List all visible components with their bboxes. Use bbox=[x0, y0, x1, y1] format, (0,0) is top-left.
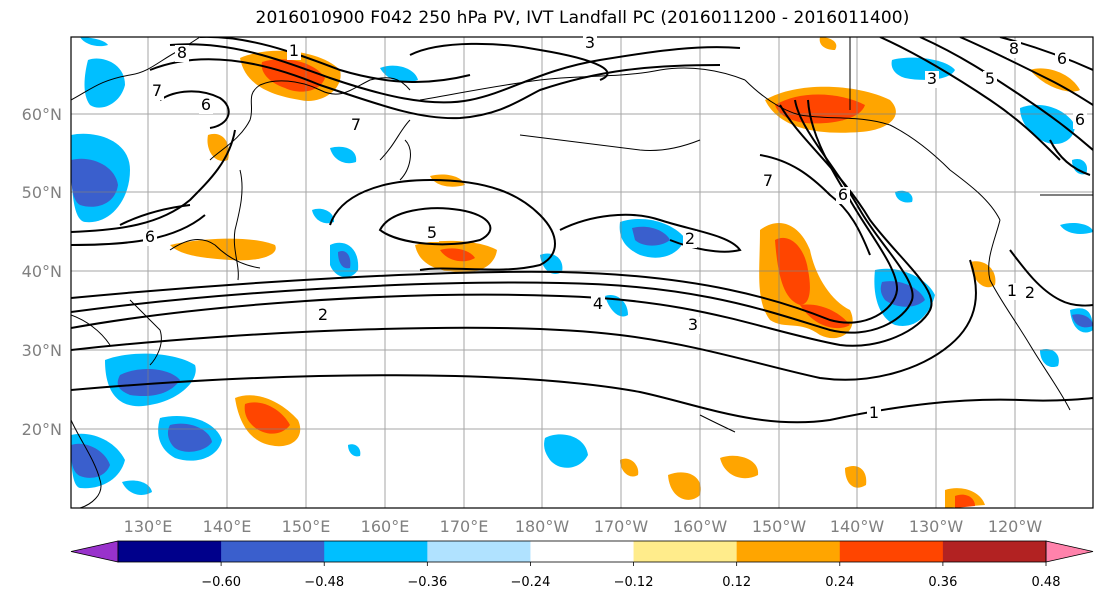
contour-label-halo bbox=[591, 296, 605, 313]
positive-anomaly-fills bbox=[170, 37, 1080, 508]
longitude-labels: 130°E 140°E 150°E 160°E 170°E 180°W 170°W 160°W… bbox=[124, 517, 1043, 536]
longitude-label: 160°E bbox=[361, 517, 410, 536]
longitude-label: 130°E bbox=[124, 517, 173, 536]
contour-label-halo bbox=[761, 173, 775, 190]
latitude-labels: 60°N 50°N 40°N 30°N 20°N bbox=[22, 105, 62, 439]
contour-label-halo bbox=[1073, 112, 1087, 129]
contour-label-halo bbox=[199, 97, 213, 114]
contour-label: 6 bbox=[201, 95, 211, 114]
longitude-label: 170°E bbox=[440, 517, 489, 536]
contour-label-halo bbox=[175, 45, 189, 62]
negative-anomaly-fills bbox=[71, 37, 1093, 495]
longitude-label: 150°E bbox=[282, 517, 331, 536]
colorbar-tick-label: −0.12 bbox=[614, 575, 654, 590]
contour-label: 2 bbox=[318, 305, 328, 324]
colorbar-segment bbox=[633, 541, 738, 562]
contour-label-halo bbox=[287, 43, 301, 60]
colorbar-tick-label: 0.24 bbox=[825, 575, 854, 590]
colorbar-extend-low bbox=[70, 540, 119, 563]
colorbar-segment bbox=[530, 541, 635, 562]
colorbar-tick-label: −0.48 bbox=[304, 575, 344, 590]
map-frame bbox=[70, 36, 1094, 509]
longitude-label: 120°W bbox=[988, 517, 1043, 536]
contour-label-halo bbox=[1007, 41, 1021, 58]
contour-label: 3 bbox=[927, 69, 937, 88]
contour-label: 5 bbox=[985, 69, 995, 88]
longitude-label: 160°W bbox=[673, 517, 728, 536]
contour-label-halo bbox=[143, 229, 157, 246]
contour-label-halo bbox=[925, 71, 939, 88]
colorbar-tick-label: −0.36 bbox=[407, 575, 447, 590]
colorbar-segment bbox=[118, 541, 222, 562]
colorbar-segment bbox=[839, 541, 944, 562]
contour-label-halo bbox=[1023, 285, 1037, 302]
colorbar-tick-labels: −0.60 −0.48 −0.36 −0.24 −0.12 0.12 0.24 0.36 0.4… bbox=[201, 562, 1061, 590]
colorbar-tick-label: −0.24 bbox=[511, 575, 551, 590]
latitude-label: 60°N bbox=[22, 105, 62, 124]
contour-label-halo bbox=[1005, 283, 1019, 300]
contour-label: 1 bbox=[869, 403, 879, 422]
contour-label: 6 bbox=[1075, 110, 1085, 129]
pv-contours bbox=[71, 37, 1093, 424]
latitude-label: 40°N bbox=[22, 262, 62, 281]
contour-label: 3 bbox=[688, 315, 698, 334]
contour-label-halo bbox=[683, 231, 697, 248]
latitude-label: 20°N bbox=[22, 420, 62, 439]
longitude-label: 180°W bbox=[515, 517, 570, 536]
contour-label: 3 bbox=[585, 33, 595, 52]
contour-label-halo bbox=[316, 307, 330, 324]
longitude-label: 130°W bbox=[909, 517, 964, 536]
contour-label: 6 bbox=[838, 185, 848, 204]
contour-label: 1 bbox=[289, 41, 299, 60]
latitude-label: 50°N bbox=[22, 183, 62, 202]
longitude-label: 150°W bbox=[752, 517, 807, 536]
colorbar-segment bbox=[942, 541, 1047, 562]
contour-label-halo bbox=[150, 83, 164, 100]
map-title: 2016010900 F042 250 hPa PV, IVT Landfall… bbox=[255, 8, 910, 28]
contour-label-halo bbox=[867, 405, 881, 422]
colorbar-tick-label: 0.12 bbox=[722, 575, 751, 590]
colorbar-segment bbox=[427, 541, 531, 562]
contour-label: 5 bbox=[427, 223, 437, 242]
contour-label: 7 bbox=[351, 115, 361, 134]
colorbar-segment bbox=[736, 541, 841, 562]
contour-label: 1 bbox=[1007, 281, 1017, 300]
contour-label-halo bbox=[425, 225, 439, 242]
contour-label: 2 bbox=[1025, 283, 1035, 302]
contour-label-halo bbox=[983, 71, 997, 88]
longitude-label: 170°W bbox=[594, 517, 649, 536]
contour-label: 4 bbox=[593, 294, 603, 313]
colorbar-tick-label: −0.60 bbox=[201, 575, 241, 590]
contour-label-halo bbox=[1055, 51, 1069, 68]
colorbar-extend-high bbox=[1045, 540, 1094, 563]
contour-label-halo bbox=[836, 187, 850, 204]
colorbar-tick-label: 0.48 bbox=[1032, 575, 1061, 590]
colorbar-outline bbox=[117, 540, 1047, 563]
colorbar-segment bbox=[221, 541, 325, 562]
colorbar bbox=[70, 540, 1094, 563]
contour-label-halo bbox=[583, 35, 597, 52]
contour-label: 6 bbox=[145, 227, 155, 246]
colorbar-tick-label: 0.36 bbox=[928, 575, 957, 590]
longitude-label: 140°W bbox=[830, 517, 885, 536]
contour-label-halo bbox=[349, 117, 363, 134]
contour-label: 7 bbox=[152, 81, 162, 100]
contour-label: 8 bbox=[1009, 39, 1019, 58]
latitude-label: 30°N bbox=[22, 341, 62, 360]
contour-label: 2 bbox=[685, 229, 695, 248]
gridlines bbox=[71, 37, 1093, 508]
contour-label-halo bbox=[686, 317, 700, 334]
colorbar-segment bbox=[324, 541, 428, 562]
contour-label: 6 bbox=[1057, 49, 1067, 68]
contour-label: 8 bbox=[177, 43, 187, 62]
contour-label: 7 bbox=[763, 171, 773, 190]
longitude-label: 140°E bbox=[203, 517, 252, 536]
